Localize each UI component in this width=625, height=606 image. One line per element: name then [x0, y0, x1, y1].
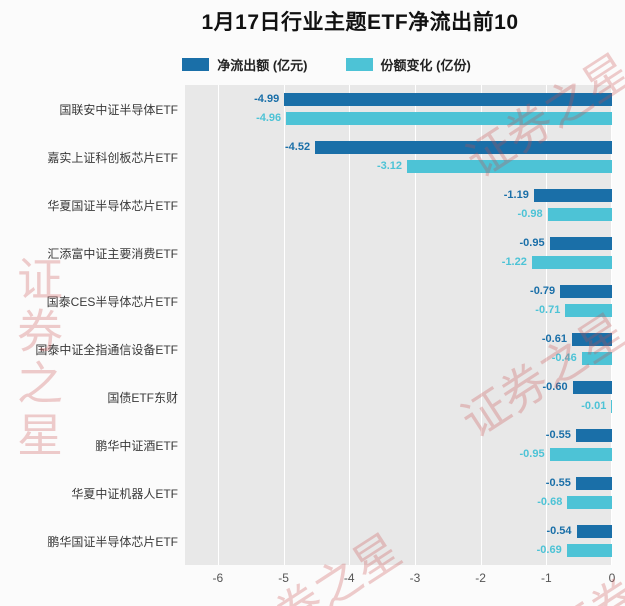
share-change-bar [407, 160, 612, 173]
share-change-value-label: -0.98 [517, 208, 543, 220]
category-label: 国泰中证全指通信设备ETF [35, 343, 178, 357]
category-label: 鹏华中证酒ETF [95, 439, 178, 453]
net-outflow-bar [572, 381, 612, 394]
gridline [546, 85, 548, 565]
category-label: 汇添富中证主要消费ETF [47, 247, 178, 261]
x-axis-tick-label: -1 [540, 571, 552, 585]
category-label: 华夏国证半导体芯片ETF [47, 199, 178, 213]
category-label: 华夏中证机器人ETF [71, 487, 178, 501]
chart-title: 1月17日行业主题ETF净流出前10 [201, 11, 519, 34]
net-outflow-value-label: -0.54 [546, 525, 572, 537]
gridline [611, 85, 612, 565]
gridline [480, 85, 482, 565]
net-outflow-value-label: -0.79 [530, 285, 556, 297]
net-outflow-value-label: -0.61 [541, 333, 567, 345]
net-outflow-bar [315, 141, 612, 154]
net-outflow-value-label: -0.95 [519, 237, 545, 249]
legend-item-share-change: 份额变化 (亿份) [345, 55, 471, 74]
net-outflow-value-label: -1.19 [503, 189, 529, 201]
net-outflow-bar [576, 525, 612, 538]
share-change-value-label: -0.95 [519, 448, 545, 460]
share-change-bar [581, 352, 612, 365]
share-change-bar [549, 448, 612, 461]
net-outflow-value-label: -4.99 [254, 93, 280, 105]
net-outflow-swatch-icon [182, 58, 210, 71]
category-label: 国联安中证半导体ETF [59, 103, 178, 117]
share-change-bar [565, 304, 612, 317]
x-axis-tick-label: 0 [608, 571, 616, 585]
gridline [283, 85, 285, 565]
share-change-bar [567, 496, 612, 509]
legend-item-net-outflow: 净流出额 (亿元) [182, 55, 308, 74]
category-axis: 国联安中证半导体ETF 嘉实上证科创板芯片ETF 华夏国证半导体芯片ETF 汇添富中证… [0, 85, 178, 565]
share-change-swatch-icon [345, 58, 373, 71]
share-change-value-label: -0.46 [551, 352, 577, 364]
share-change-value-label: -1.22 [501, 256, 527, 268]
gridline [414, 85, 416, 565]
share-change-value-label: -0.69 [536, 544, 562, 556]
share-change-value-label: -3.12 [376, 160, 403, 172]
category-label: 国泰CES半导体芯片ETF [46, 295, 178, 309]
category-label: 嘉实上证科创板芯片ETF [47, 151, 178, 165]
gridline [349, 85, 351, 565]
share-change-value-label: -0.68 [537, 496, 563, 508]
legend-label: 份额变化 (亿份) [380, 58, 471, 73]
x-axis-tick-label: -5 [278, 571, 289, 585]
share-change-bar [286, 112, 612, 125]
x-axis-tick-label: -3 [409, 571, 421, 585]
category-label: 国债ETF东财 [107, 391, 178, 405]
net-outflow-bar [575, 477, 612, 490]
net-outflow-bar [284, 93, 612, 106]
legend-label: 净流出额 (亿元) [217, 58, 308, 73]
net-outflow-bar [549, 237, 612, 250]
share-change-value-label: -4.96 [256, 112, 282, 124]
gridline [217, 85, 219, 565]
share-change-value-label: -0.01 [581, 400, 607, 412]
legend: 净流出额 (亿元) 份额变化 (亿份) [0, 55, 625, 74]
share-change-bar [611, 400, 613, 413]
x-axis-tick-label: -6 [212, 571, 224, 585]
x-axis-tick-label: -4 [343, 571, 355, 585]
share-change-value-label: -0.71 [535, 304, 561, 316]
net-outflow-value-label: -0.60 [542, 381, 568, 393]
share-change-bar [566, 544, 612, 557]
share-change-bar [531, 256, 612, 269]
net-outflow-bar [533, 189, 612, 202]
category-label: 鹏华国证半导体芯片ETF [47, 535, 178, 549]
x-axis: -6 -5 -4 -3 -2 -1 0 [185, 571, 616, 589]
share-change-bar [547, 208, 612, 221]
net-outflow-bar [560, 285, 612, 298]
net-outflow-value-label: -0.55 [545, 429, 571, 441]
x-axis-tick-label: -2 [475, 571, 486, 585]
net-outflow-value-label: -0.55 [545, 477, 571, 489]
net-outflow-value-label: -4.52 [285, 141, 311, 153]
net-outflow-bar [571, 333, 612, 346]
plot-area: -4.99 -4.96 -4.52 -3.12 -1.19 -0.98 -0.95 -1.22… [185, 85, 613, 565]
net-outflow-bar [575, 429, 612, 442]
